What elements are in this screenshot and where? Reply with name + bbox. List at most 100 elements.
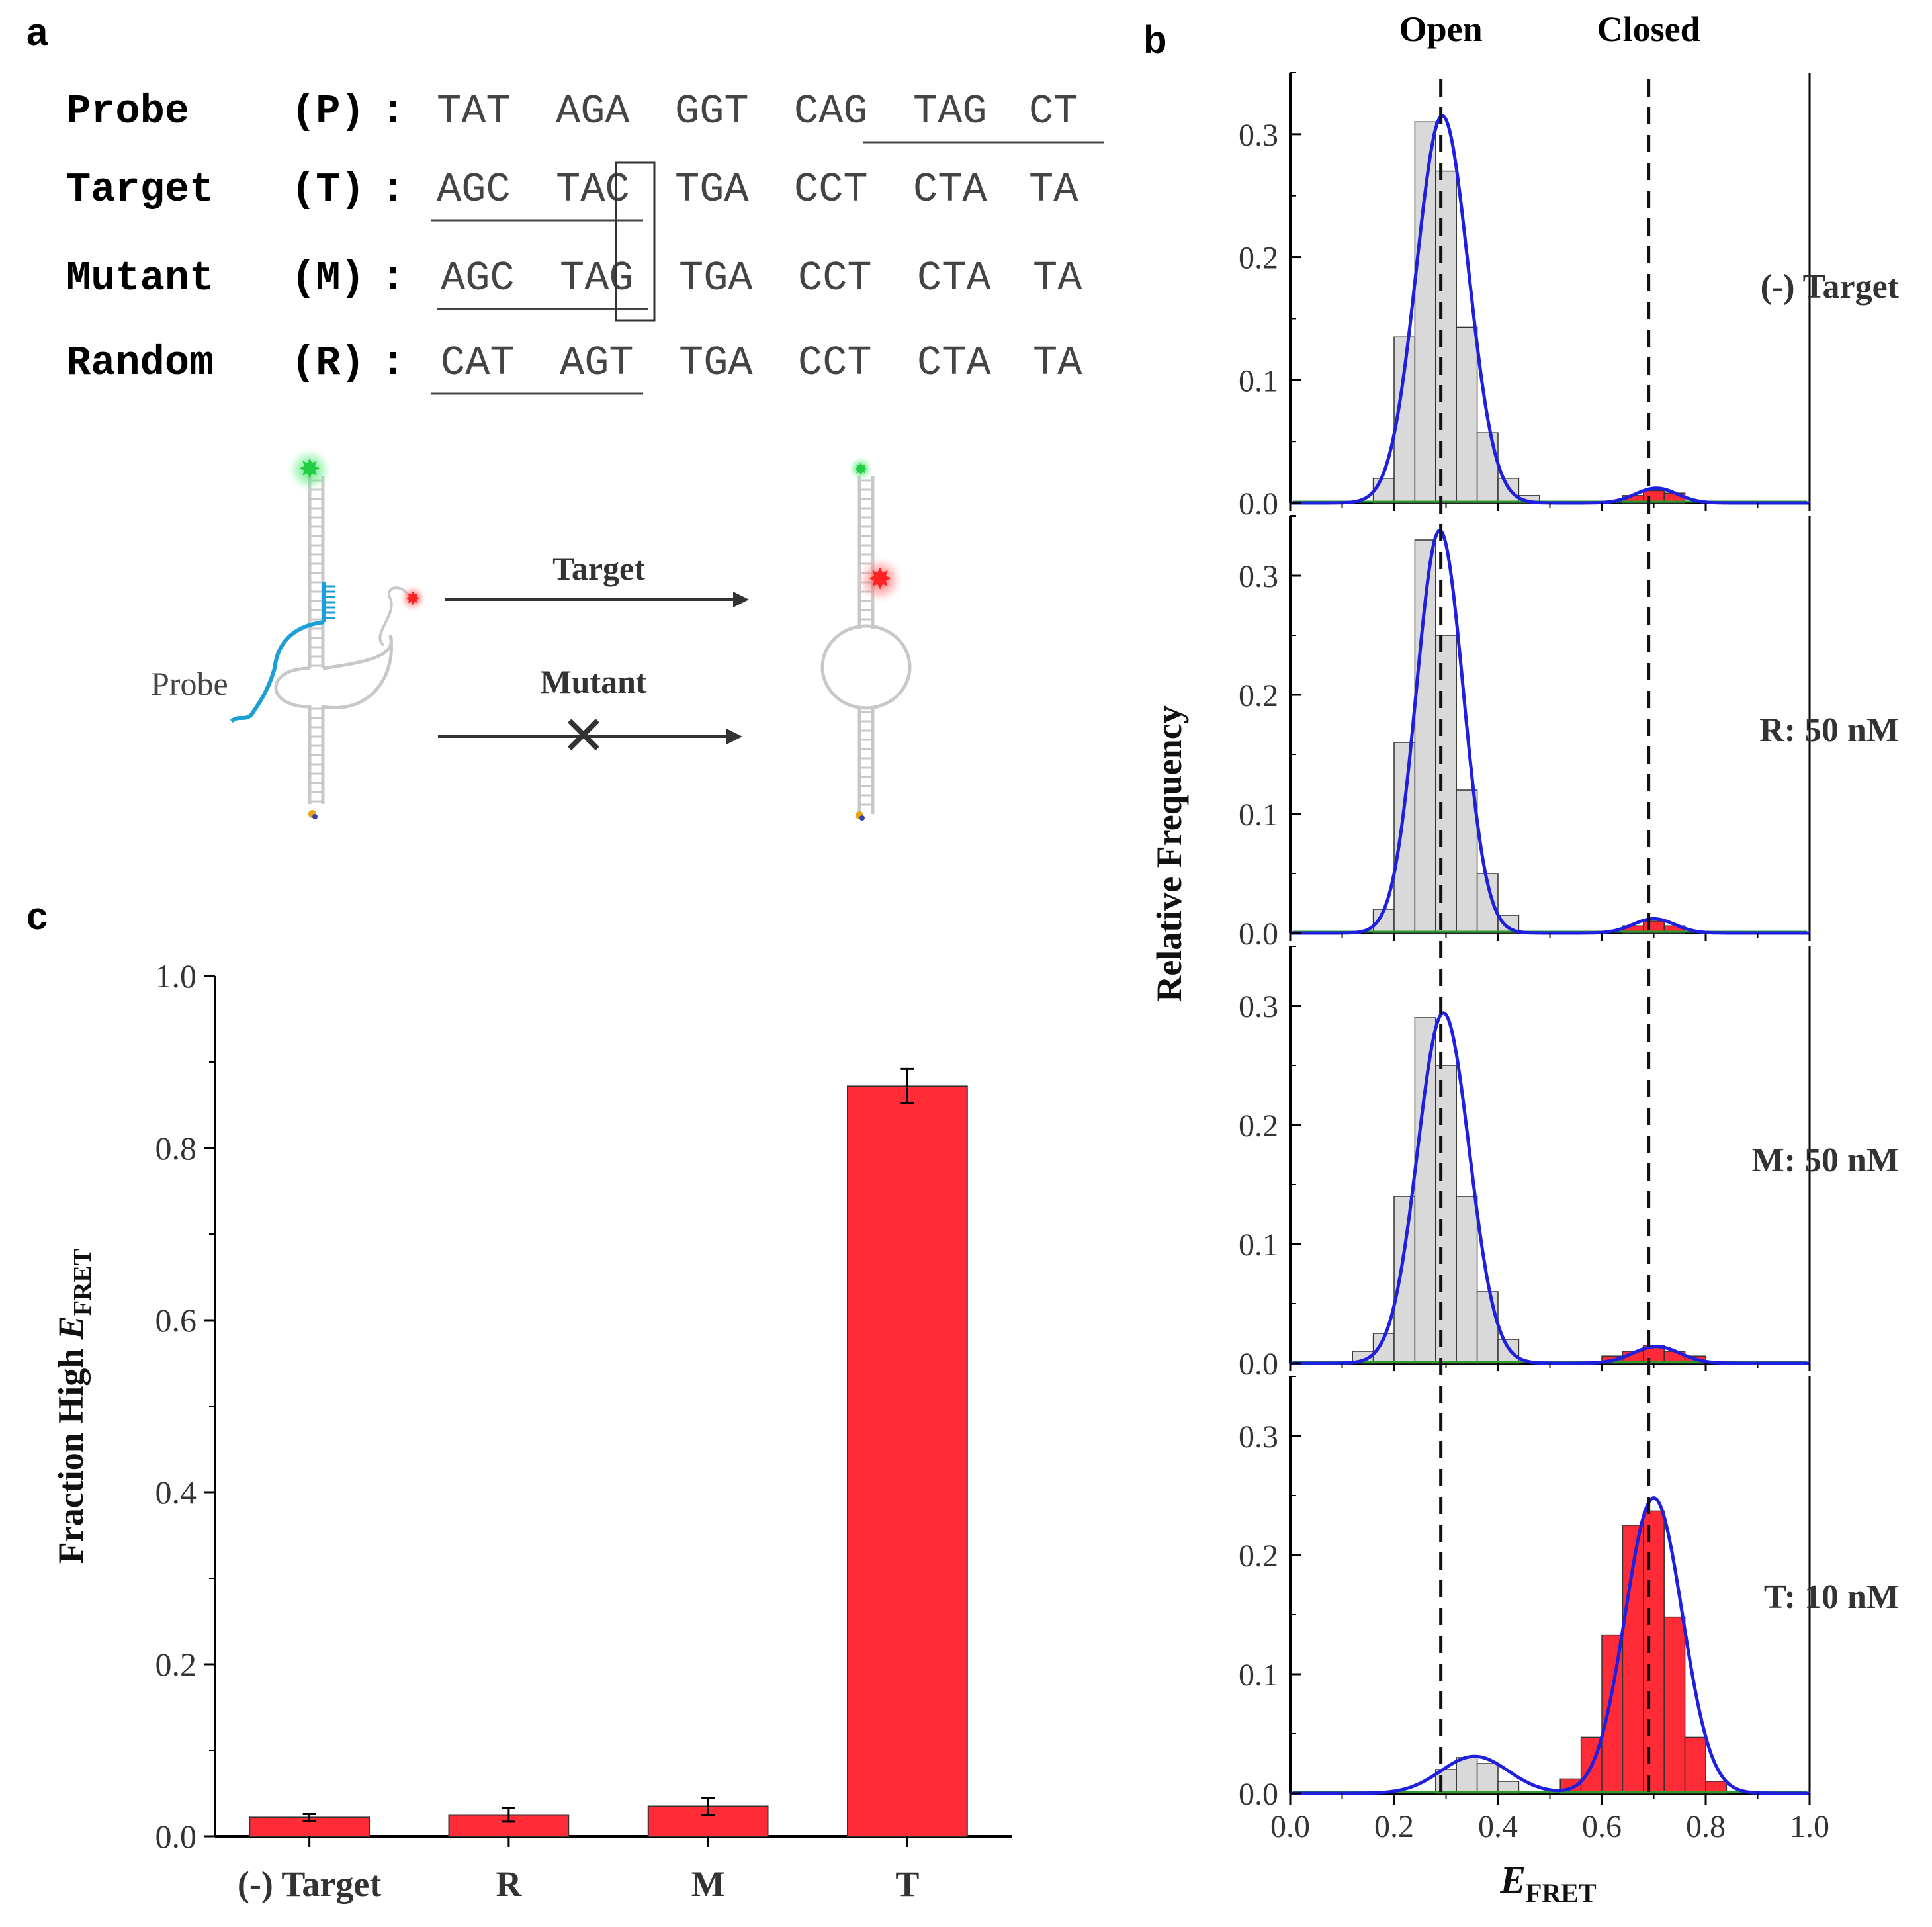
seq-group: CTA [917,255,991,302]
acceptor-dye-icon: ✸ [405,588,420,609]
y-tick-label: 0.1 [1239,797,1278,832]
histogram-bar [1663,1616,1686,1794]
seq-group: CTA [917,339,991,386]
y-tick-label: 0.3 [1239,559,1278,594]
histogram-bar [1393,1196,1416,1364]
biotin-icon-closed [859,815,865,821]
seq-group: TAG [560,255,634,302]
y-tick-label: 0.1 [1239,363,1278,398]
seq-group: CTA [913,166,987,213]
closed-loop [820,624,912,710]
panel-a: a Probe (P): TAT AGA GGT CAG TAG CT Target (T): AG… [26,11,1104,821]
seq-name-mutant: Mutant [66,255,214,302]
plot-area [1290,1376,1810,1793]
blocked-cross-icon: ✕ [561,706,607,766]
y-tick-label: 0.0 [1239,1777,1278,1812]
x-tick-label: M [691,1864,725,1904]
x-tick-label: 0.4 [1478,1809,1518,1844]
panel-label-b: b [1143,19,1166,62]
seq-colon: : [380,339,405,386]
histogram-bar [1643,1510,1665,1794]
histogram-bar [1393,742,1416,934]
seq-group: AGA [556,88,630,135]
y-tick-label: 0.3 [1239,118,1278,153]
seq-colon: : [380,88,405,135]
panel-b: b Open Closed 0.0 0.1 0.2 0.3 (-) Target 0.0 0.1… [1143,9,1900,1908]
histogram-bar [1476,432,1499,504]
histogram-bar [1456,326,1478,504]
plot-area [1290,73,1810,503]
y-tick-label: 0.1 [1239,1658,1278,1693]
y-tick-label: 0.1 [1239,1228,1278,1263]
gaussian-fit-line [1290,1496,1810,1795]
seq-colon: : [380,166,405,213]
seq-tag: (M) [291,255,365,302]
y-tick-label: 0.0 [155,1818,197,1855]
histogram-bar [1414,1017,1436,1364]
x-tick-label: T [895,1864,919,1904]
right-hairpin-stem-lower [857,708,875,814]
seq-group: CT [1029,88,1078,135]
acceptor-glow-closed [855,555,905,605]
seq-name-probe: Probe [66,88,189,135]
seq-group: TA [1029,166,1078,213]
seq-name-target: Target [66,166,214,213]
probe-label: Probe [151,665,228,702]
y-tick-label: 0.0 [1239,486,1278,521]
seq-tag: (P) [291,88,365,135]
seq-group: AGC [437,166,511,213]
seq-group: TGA [675,166,749,213]
donor-dye-icon-closed: ✸ [854,459,868,479]
histogram-bar [1372,478,1395,504]
x-tick-label: 0.8 [1686,1809,1726,1844]
seq-group: TGA [679,255,753,302]
histogram-bar [1497,1339,1520,1364]
donor-dye-icon: ✸ [298,455,321,484]
y-tick-label: 0.2 [1239,678,1278,713]
left-hairpin-stem-lower [308,705,325,804]
seq-group: TGA [679,339,753,386]
mutant-arrowhead-icon [726,729,742,744]
seq-group: CAG [794,88,868,135]
y-tick-label: 0.8 [155,1130,197,1167]
y-tick-label: 0.2 [1239,1108,1278,1143]
histogram-bar [1684,1736,1706,1794]
seq-group: CCT [794,166,868,213]
gaussian-fit-line [1290,114,1810,505]
histogram-bar [1435,1065,1457,1364]
y-tick-label: 1.0 [155,958,197,995]
right-hairpin-stem-upper [857,476,875,629]
x-axis-title: EFRET [1499,1858,1597,1908]
seq-group: TAT [437,88,511,135]
hairpin-schematic: ✸ ✸ Probe Target Mutant ✕ ✸ ✸ [151,446,912,821]
condition-label: (-) Target [1761,268,1900,306]
gaussian-fit-line [1290,1011,1810,1365]
y-tick-label: 0.0 [1239,1347,1278,1382]
y-axis-title: Relative Frequency [1149,705,1189,1001]
fraction-bar-chart: 0.0 0.2 0.4 0.6 0.8 1.0 (-) Target R M T Fraction … [51,958,1012,1904]
condition-label: M: 50 nM [1752,1142,1899,1179]
histogram-bar [1456,1196,1478,1364]
seq-group: TA [1033,339,1082,386]
seq-tag: (R) [291,339,365,386]
target-arrowhead-icon [733,592,749,607]
acceptor-dye-icon-closed: ✸ [868,563,893,596]
x-tick-label: 0.0 [1270,1809,1310,1844]
y-tick-label: 0.2 [1239,241,1278,276]
sequence-table: Probe (P): TAT AGA GGT CAG TAG CT Target (T): AGC T… [66,88,1104,395]
histogram-bar [1476,1763,1499,1794]
target-arrow-label: Target [552,550,645,587]
seq-group: CCT [798,339,872,386]
reference-label-open: Open [1399,9,1483,49]
seq-group: CAT [441,339,515,386]
mismatch-box [615,161,656,322]
seq-group: CCT [798,255,872,302]
left-hairpin-stem-upper [308,476,325,668]
histogram-panel: 0.0 0.1 0.2 0.3 0.0 0.2 0.4 0.6 0.8 1.0 T: 10 nM [1239,1376,1899,1844]
y-tick-label: 0.2 [155,1646,197,1683]
y-tick-label: 0.4 [155,1474,197,1511]
donor-glow-closed [848,455,874,482]
panel-label-c: c [26,895,48,938]
